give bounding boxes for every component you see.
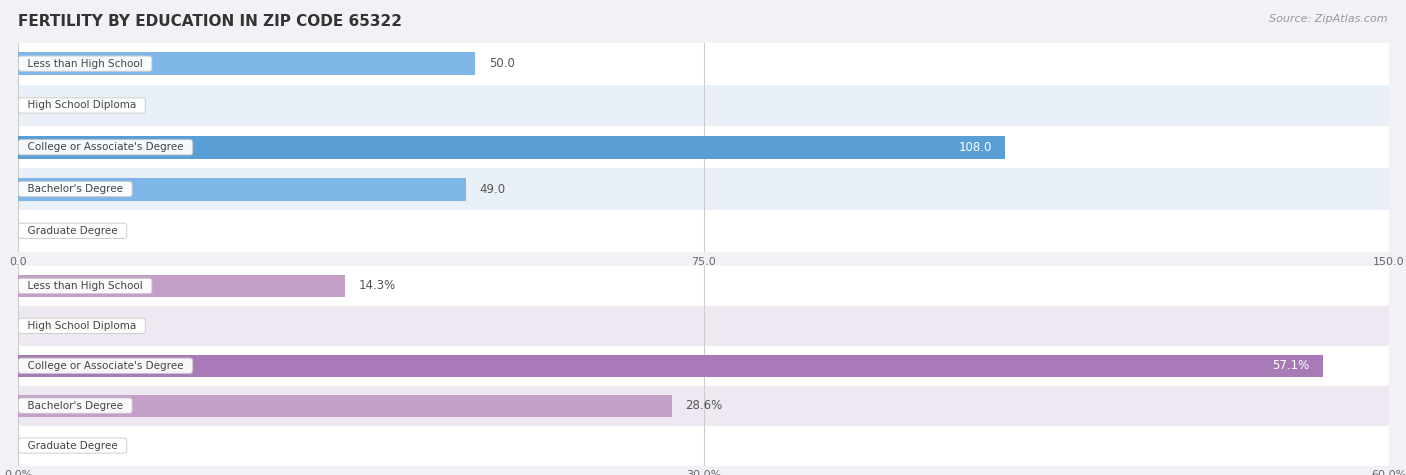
Text: 57.1%: 57.1% <box>1272 359 1309 372</box>
Text: High School Diploma: High School Diploma <box>21 321 143 331</box>
Text: College or Associate's Degree: College or Associate's Degree <box>21 361 190 371</box>
Text: High School Diploma: High School Diploma <box>21 100 143 111</box>
Bar <box>18 395 672 417</box>
Text: Bachelor's Degree: Bachelor's Degree <box>21 184 129 194</box>
Text: College or Associate's Degree: College or Associate's Degree <box>21 142 190 152</box>
Text: Less than High School: Less than High School <box>21 58 149 69</box>
Bar <box>18 178 467 200</box>
Text: 28.6%: 28.6% <box>686 399 723 412</box>
Bar <box>18 126 1389 168</box>
Bar <box>18 266 1389 306</box>
Bar <box>18 52 475 75</box>
Bar <box>18 355 1323 377</box>
Text: FERTILITY BY EDUCATION IN ZIP CODE 65322: FERTILITY BY EDUCATION IN ZIP CODE 65322 <box>18 14 402 29</box>
Bar <box>18 346 1389 386</box>
Text: 0.0: 0.0 <box>32 224 51 238</box>
Bar <box>18 136 1005 159</box>
Text: Bachelor's Degree: Bachelor's Degree <box>21 400 129 411</box>
Text: 50.0: 50.0 <box>489 57 515 70</box>
Bar <box>18 275 344 297</box>
Bar <box>18 426 1389 466</box>
Bar <box>18 85 1389 126</box>
Bar <box>18 168 1389 210</box>
Text: 108.0: 108.0 <box>959 141 991 154</box>
Text: 14.3%: 14.3% <box>359 279 396 293</box>
Bar <box>18 210 1389 252</box>
Text: Graduate Degree: Graduate Degree <box>21 440 124 451</box>
Text: 0.0: 0.0 <box>32 99 51 112</box>
Text: Source: ZipAtlas.com: Source: ZipAtlas.com <box>1270 14 1388 24</box>
Text: Graduate Degree: Graduate Degree <box>21 226 124 236</box>
Text: 0.0%: 0.0% <box>32 439 62 452</box>
Text: 49.0: 49.0 <box>479 182 506 196</box>
Bar <box>18 43 1389 85</box>
Text: Less than High School: Less than High School <box>21 281 149 291</box>
Text: 0.0%: 0.0% <box>32 319 62 332</box>
Bar <box>18 386 1389 426</box>
Bar <box>18 306 1389 346</box>
